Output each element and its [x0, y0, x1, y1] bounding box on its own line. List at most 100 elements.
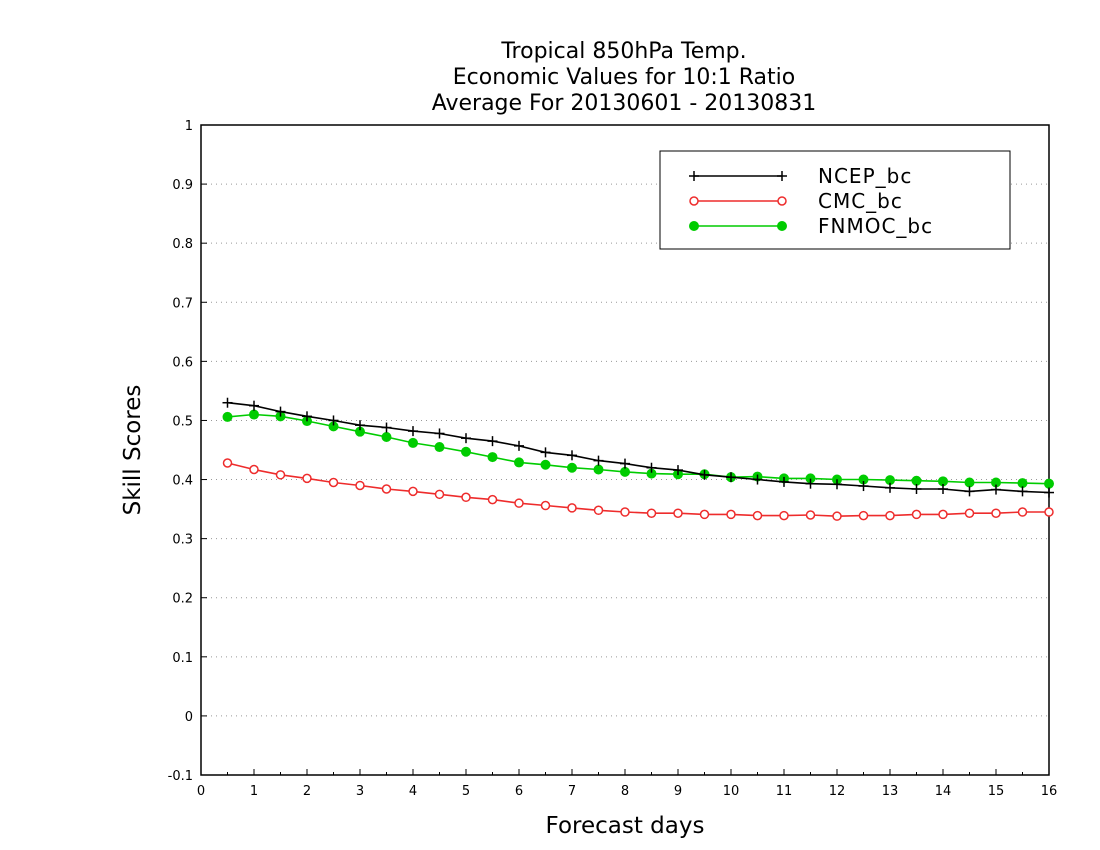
data-point-open-circle — [461, 492, 471, 503]
series-CMC_bc — [222, 458, 1054, 521]
data-point-filled-circle — [514, 457, 524, 468]
data-point-open-circle — [777, 196, 787, 206]
data-point-plus — [275, 406, 286, 417]
x-tick-label: 0 — [197, 784, 205, 799]
data-point-plus — [620, 458, 630, 469]
data-point-plus — [249, 400, 259, 411]
y-tick-label: 0.4 — [172, 474, 193, 489]
data-point-plus — [858, 481, 869, 492]
y-tick-label: 0.9 — [172, 178, 193, 193]
data-point-plus — [646, 462, 657, 473]
data-point-open-circle — [885, 510, 895, 521]
data-point-plus — [832, 479, 842, 490]
x-tick-label: 15 — [988, 784, 1005, 799]
chart-title: Tropical 850hPa Temp. Economic Values fo… — [432, 39, 817, 116]
data-point-plus — [567, 450, 577, 461]
data-point-plus — [1017, 486, 1028, 497]
x-tick-label: 10 — [723, 784, 740, 799]
legend-box — [659, 150, 1011, 250]
y-tick-label: 0.7 — [172, 296, 193, 311]
data-point-open-circle — [487, 494, 498, 505]
data-point-open-circle — [991, 508, 1001, 518]
x-tick-label: 12 — [829, 784, 846, 799]
x-tick-label: 13 — [882, 784, 899, 799]
data-point-filled-circle — [487, 452, 498, 463]
data-point-open-circle — [302, 473, 312, 484]
x-tick-label: 16 — [1041, 784, 1058, 799]
data-point-open-circle — [567, 503, 577, 513]
x-tick-label: 3 — [356, 784, 364, 799]
y-tick-label: 0.2 — [172, 592, 193, 607]
legend-label: FNMOC_bc — [818, 214, 933, 238]
data-point-plus — [689, 171, 699, 181]
y-axis: -0.1 0 0.1 0.2 0.3 0.4 0.5 0.6 0.7 0.8 0.9 1 — [168, 119, 207, 784]
y-tick-label: 0.3 — [172, 533, 193, 548]
x-tick-label: 11 — [776, 784, 793, 799]
legend-entry-NCEP_bc: NCEP_bc — [689, 164, 911, 188]
data-point-open-circle — [911, 509, 922, 520]
data-point-filled-circle — [964, 477, 975, 488]
data-point-open-circle — [1044, 507, 1054, 517]
data-point-plus — [777, 171, 787, 181]
data-point-open-circle — [752, 510, 763, 521]
data-point-open-circle — [514, 498, 524, 508]
x-tick-label: 2 — [303, 784, 311, 799]
y-tick-label: 0.8 — [172, 237, 193, 252]
data-point-open-circle — [540, 500, 551, 511]
legend-label: CMC_bc — [818, 189, 903, 213]
data-point-filled-circle — [222, 411, 233, 422]
data-point-filled-circle — [461, 446, 471, 457]
y-axis-label: Skill Scores — [120, 385, 146, 516]
data-point-plus — [699, 469, 710, 480]
data-point-plus — [991, 484, 1001, 495]
data-point-plus — [1044, 487, 1054, 498]
data-point-plus — [673, 465, 683, 476]
data-point-filled-circle — [434, 442, 445, 453]
series-layer — [222, 397, 1054, 521]
data-point-open-circle — [646, 508, 657, 518]
legend-entry-CMC_bc: CMC_bc — [689, 189, 903, 213]
data-point-open-circle — [434, 489, 445, 500]
x-axis-label: Forecast days — [546, 813, 705, 839]
y-tick-label: 0.5 — [172, 414, 193, 429]
data-point-filled-circle — [540, 459, 551, 470]
data-point-filled-circle — [620, 466, 630, 477]
data-point-filled-circle — [408, 437, 418, 448]
data-point-plus — [355, 420, 365, 431]
data-point-open-circle — [726, 509, 736, 520]
data-point-plus — [805, 478, 816, 489]
data-point-plus — [911, 484, 922, 494]
data-point-open-circle — [858, 510, 869, 521]
y-tick-label: -0.1 — [168, 769, 193, 784]
x-axis: 0 1 2 3 4 5 6 7 8 9 10 11 12 13 14 15 16 — [197, 769, 1057, 799]
data-point-open-circle — [620, 507, 630, 517]
data-point-filled-circle — [777, 221, 787, 231]
x-tick-label: 4 — [409, 784, 417, 799]
data-point-open-circle — [938, 509, 948, 520]
data-point-open-circle — [381, 484, 392, 494]
legend-entry-FNMOC_bc: FNMOC_bc — [689, 214, 933, 238]
data-point-open-circle — [275, 470, 286, 480]
data-point-open-circle — [805, 510, 816, 520]
grid-lines — [201, 183, 1049, 717]
data-point-filled-circle — [567, 462, 577, 473]
data-point-plus — [779, 476, 789, 487]
data-point-open-circle — [964, 508, 975, 518]
data-point-plus — [752, 474, 763, 485]
data-point-plus — [726, 472, 736, 483]
x-tick-label: 6 — [515, 784, 523, 799]
data-point-open-circle — [832, 511, 842, 521]
data-point-plus — [487, 436, 498, 447]
data-point-plus — [964, 486, 975, 497]
x-tick-label: 1 — [250, 784, 258, 799]
data-point-filled-circle — [593, 464, 604, 475]
series-NCEP_bc — [222, 397, 1054, 498]
data-point-open-circle — [355, 480, 365, 491]
data-point-open-circle — [328, 477, 339, 488]
y-tick-label: 0.6 — [172, 355, 193, 370]
data-point-open-circle — [779, 510, 789, 521]
series-FNMOC_bc — [222, 409, 1054, 489]
data-point-open-circle — [593, 505, 604, 516]
